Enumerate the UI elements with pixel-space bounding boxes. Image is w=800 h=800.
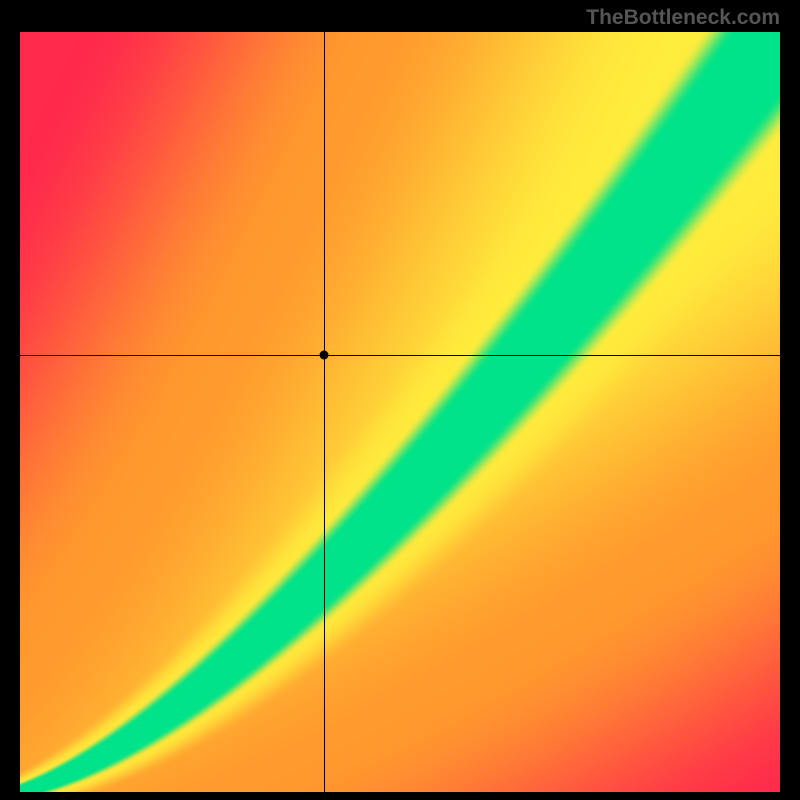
plot-area	[20, 32, 780, 792]
watermark-text: TheBottleneck.com	[586, 6, 780, 30]
chart-container: TheBottleneck.com	[0, 0, 800, 800]
crosshair-horizontal	[20, 355, 780, 356]
crosshair-marker	[320, 351, 329, 360]
heatmap-canvas	[20, 32, 780, 792]
crosshair-vertical	[324, 32, 325, 792]
